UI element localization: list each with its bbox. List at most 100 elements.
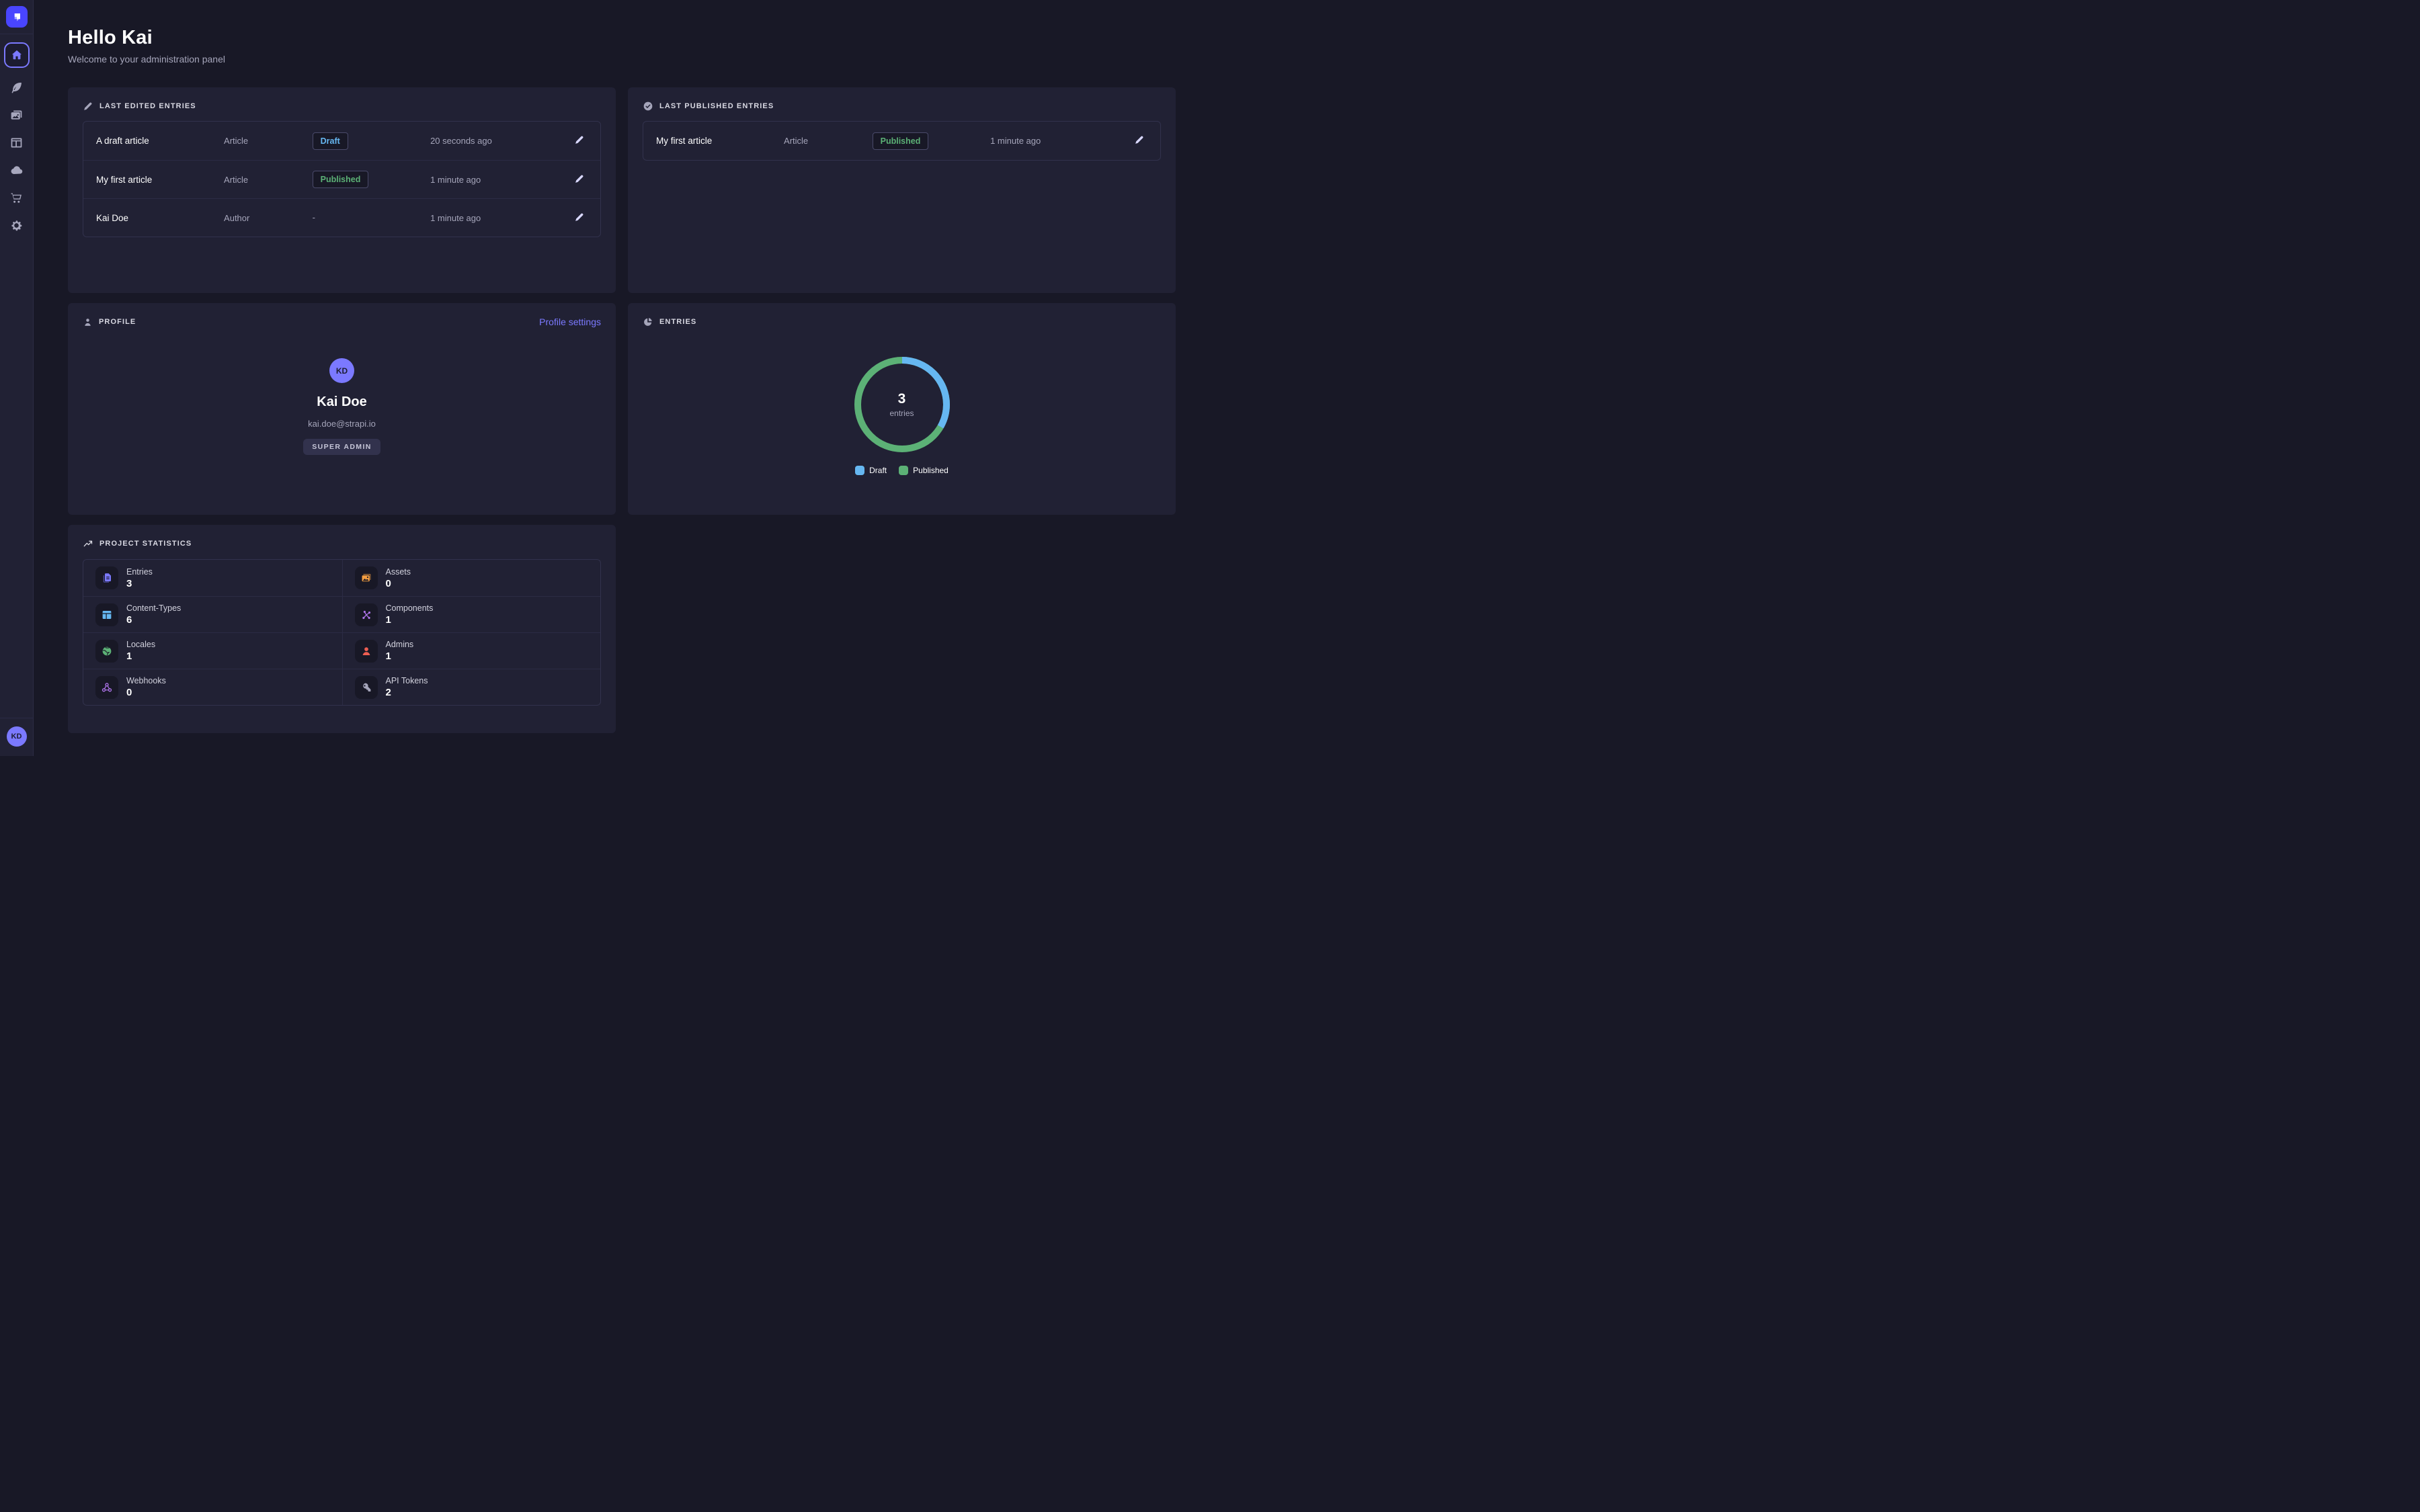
profile-settings-link[interactable]: Profile settings: [539, 317, 601, 327]
role-badge: SUPER ADMIN: [303, 439, 380, 455]
panel-profile-header: PROFILE Profile settings: [83, 317, 601, 327]
sidebar-bottom: KD: [0, 718, 34, 756]
sidebar-item-home[interactable]: [3, 42, 30, 68]
api-tokens-icon: [354, 675, 378, 699]
pencil-icon: [575, 213, 583, 221]
entries-donut-wrap: 3 entries Draft Published: [643, 327, 1161, 475]
main-content: Hello Kai Welcome to your administration…: [34, 0, 1210, 733]
entry-time: 20 seconds ago: [430, 136, 492, 146]
panel-title: PROFILE: [99, 318, 136, 326]
panel-title: LAST EDITED ENTRIES: [99, 102, 196, 110]
gear-icon: [11, 220, 22, 230]
stat-value: 1: [126, 650, 132, 662]
table-row[interactable]: My first article Article Published 1 min…: [643, 122, 1160, 160]
components-icon: [354, 603, 378, 626]
table-row[interactable]: A draft article Article Draft 20 seconds…: [83, 122, 600, 160]
sidebar: KD: [0, 0, 34, 756]
panel-last-edited-header: LAST EDITED ENTRIES: [83, 101, 601, 112]
stat-admins: Admins 1: [341, 632, 600, 669]
panel-last-published-header: LAST PUBLISHED ENTRIES: [643, 101, 1161, 112]
panel-last-edited-entries: LAST EDITED ENTRIES A draft article Arti…: [68, 87, 616, 293]
last-published-table: My first article Article Published 1 min…: [643, 121, 1161, 161]
donut-center: 3 entries: [852, 354, 953, 455]
edit-entry-button[interactable]: [571, 209, 588, 227]
layout-icon: [11, 138, 22, 147]
stat-value: 1: [385, 650, 391, 662]
panel-entries-chart: ENTRIES 3 entries Draft: [628, 303, 1176, 515]
stat-label: Admins: [385, 640, 414, 649]
content-types-icon: [95, 603, 118, 626]
stat-content-types: Content-Types 6: [83, 596, 342, 632]
last-edited-table: A draft article Article Draft 20 seconds…: [83, 121, 601, 237]
page-header: Hello Kai Welcome to your administration…: [68, 0, 1176, 65]
stat-label: Assets: [385, 566, 411, 577]
stat-value: 0: [126, 687, 132, 698]
sidebar-item-settings[interactable]: [9, 217, 25, 233]
home-icon: [11, 50, 22, 60]
panel-title: PROJECT STATISTICS: [99, 540, 192, 548]
entries-donut-chart: 3 entries: [852, 354, 953, 455]
entry-name: Kai Doe: [96, 212, 129, 223]
pencil-icon: [575, 136, 583, 144]
cart-icon: [11, 193, 22, 203]
stat-locales: Locales 1: [83, 632, 342, 669]
status-empty: -: [312, 212, 315, 222]
profile-avatar: KD: [329, 358, 354, 383]
legend-label: Published: [913, 466, 949, 475]
table-row[interactable]: Kai Doe Author - 1 minute ago: [83, 198, 600, 237]
stat-value: 3: [126, 577, 132, 589]
stat-assets: Assets 0: [341, 560, 601, 596]
panel-profile: PROFILE Profile settings KD Kai Doe kai.…: [68, 303, 616, 515]
check-circle-icon: [643, 101, 653, 111]
edit-entry-button[interactable]: [571, 171, 588, 189]
entry-kind: Article: [224, 136, 249, 146]
status-badge: Published: [872, 132, 929, 150]
stat-label: API Tokens: [385, 676, 428, 685]
sidebar-item-deploy[interactable]: [9, 162, 25, 178]
panel-last-published-entries: LAST PUBLISHED ENTRIES My first article …: [628, 87, 1176, 293]
pencil-icon: [575, 175, 583, 183]
panel-project-statistics: PROJECT STATISTICS Entries 3: [68, 525, 616, 733]
profile-body: KD Kai Doe kai.doe@strapi.io SUPER ADMIN: [83, 327, 601, 455]
entries-icon: [95, 566, 118, 589]
images-icon: [11, 110, 22, 120]
stat-value: 1: [385, 614, 391, 626]
donut-center-label: entries: [889, 409, 914, 418]
profile-email: kai.doe@strapi.io: [308, 419, 376, 429]
stat-value: 2: [385, 687, 391, 698]
edit-entry-button[interactable]: [571, 132, 588, 150]
stat-value: 0: [385, 577, 391, 589]
sidebar-item-content-manager[interactable]: [9, 79, 25, 95]
donut-svg: [854, 357, 950, 452]
table-row[interactable]: My first article Article Published 1 min…: [83, 160, 600, 198]
entry-name: My first article: [96, 174, 153, 185]
legend-label: Draft: [869, 466, 887, 475]
strapi-logo[interactable]: [5, 6, 28, 28]
pencil-icon: [84, 102, 92, 110]
entry-name: My first article: [656, 136, 713, 146]
sidebar-item-marketplace[interactable]: [9, 190, 25, 206]
panel-statistics-header: PROJECT STATISTICS: [83, 538, 601, 549]
stat-api-tokens: API Tokens 2: [341, 669, 600, 705]
sidebar-nav: [3, 42, 30, 233]
status-badge: Published: [312, 171, 369, 188]
trend-up-icon: [83, 540, 93, 547]
stat-webhooks: Webhooks 0: [83, 669, 342, 705]
sidebar-item-content-type-builder[interactable]: [9, 134, 25, 151]
stat-label: Entries: [126, 566, 153, 577]
edit-entry-button[interactable]: [1131, 132, 1147, 150]
sidebar-item-media-library[interactable]: [9, 107, 25, 123]
entry-name: A draft article: [96, 136, 149, 146]
feather-icon: [11, 82, 22, 93]
entry-kind: Author: [224, 212, 250, 223]
stat-value: 6: [126, 614, 132, 626]
user-avatar[interactable]: KD: [6, 726, 27, 747]
assets-icon: [354, 566, 378, 589]
chart-legend: Draft Published: [855, 466, 949, 475]
panel-entries-header: ENTRIES: [643, 317, 1161, 327]
strapi-logo-glyph: [14, 13, 20, 22]
entry-time: 1 minute ago: [990, 136, 1041, 146]
entry-kind: Article: [784, 136, 809, 146]
stat-components: Components 1: [341, 596, 600, 632]
empty-grid-cell: [628, 525, 1176, 733]
